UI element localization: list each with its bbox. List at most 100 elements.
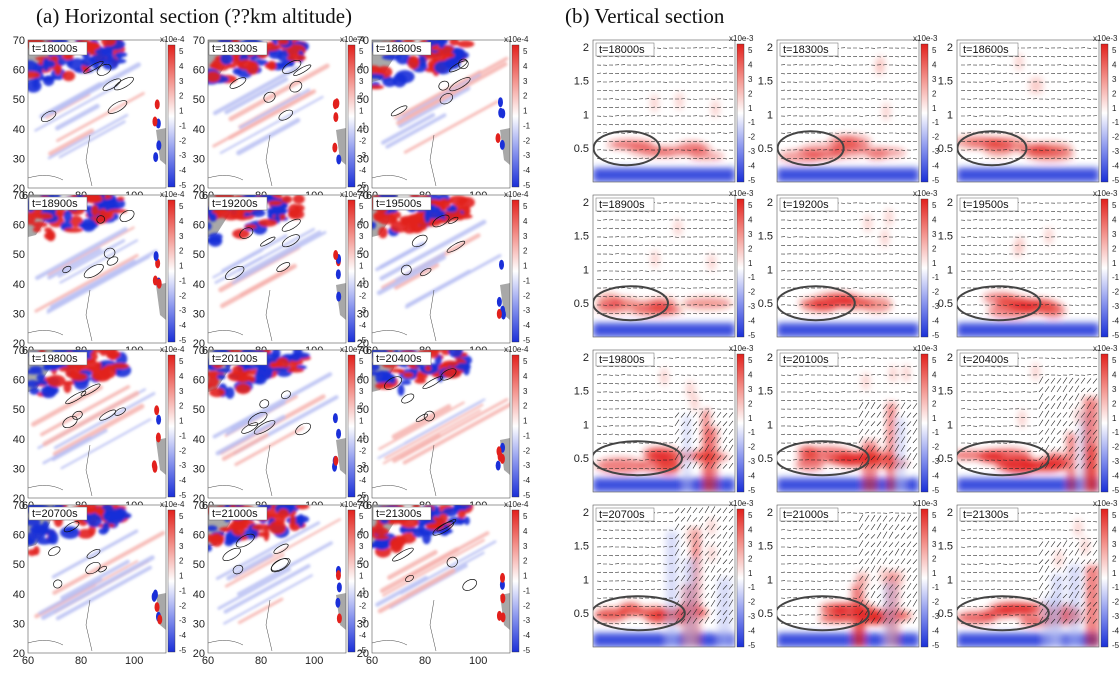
highlight-ellipse: [957, 595, 1050, 632]
colorbar-tick: 4: [932, 370, 937, 379]
colorbar-tick: -4: [1112, 317, 1120, 326]
colorbar-tick: -5: [1112, 176, 1120, 185]
y-tick-label: 40: [357, 124, 369, 136]
x-tick-label: 60: [22, 655, 34, 667]
y-tick-label: 20: [13, 183, 25, 195]
colorbar-tick: 1: [748, 104, 753, 113]
y-tick-label: 60: [13, 65, 25, 77]
colorbar-tick: -5: [748, 486, 756, 495]
horizontal-section-grid: t=18000s 20 30 40 50 60 70 60 80 100 x10e-4 5 4 3 2 1 -1…: [13, 35, 531, 667]
panel-time-label: t=18900s: [32, 198, 78, 210]
colorbar-tick: 3: [932, 230, 937, 239]
colorbar-tick: -5: [523, 646, 531, 655]
colorbar-tick: -4: [1112, 627, 1120, 636]
colorbar-tick: -3: [179, 616, 187, 625]
colorbar-tick: -4: [523, 321, 531, 330]
y-tick-label: 1.5: [574, 231, 589, 243]
right-section-heading: (b) Vertical section: [565, 4, 725, 28]
colorbar-tick: -3: [748, 147, 756, 156]
y-tick-label: 2: [767, 42, 773, 54]
vertical-panel: t=20700s 0.5 1 1.5 2 x10e-3 5 4 3 2 1 -1 -2 -3 -4 -5: [574, 499, 756, 650]
panel-time-label: t=21000s: [212, 508, 258, 520]
colorbar-label: x10e-3: [1093, 189, 1118, 198]
colorbar-a-1: [347, 44, 356, 188]
colorbar-tick: -1: [748, 583, 756, 592]
colorbar-label: x10e-4: [504, 35, 529, 44]
colorbar-tick: -1: [179, 431, 187, 440]
panel-time-label: t=18600s: [963, 44, 1009, 56]
colorbar-tick: 1: [1112, 414, 1117, 423]
y-tick-label: 30: [193, 308, 205, 320]
colorbar-tick: 2: [179, 557, 184, 566]
colorbar-tick: 1: [748, 414, 753, 423]
colorbar-tick: -4: [1112, 162, 1120, 171]
highlight-ellipse: [593, 440, 683, 477]
colorbar-tick: -3: [748, 457, 756, 466]
colorbar-tick: 3: [523, 232, 528, 241]
colorbar-tick: 5: [748, 46, 753, 55]
colorbar-tick: -4: [932, 627, 940, 636]
colorbar-tick: 5: [1112, 201, 1117, 210]
colorbar-tick: -4: [523, 476, 531, 485]
y-tick-label: 20: [193, 183, 205, 195]
colorbar-tick: 5: [359, 47, 364, 56]
colorbar-tick: -2: [932, 443, 940, 452]
horizontal-panel: t=20400s2030405060706080100x10e-454321-1…: [357, 345, 531, 512]
colorbar-tick: -3: [748, 302, 756, 311]
colorbar-tick: -1: [359, 121, 367, 130]
y-tick-label: 20: [193, 648, 205, 660]
colorbar-label: x10e-4: [160, 500, 185, 509]
y-tick-label: 1: [767, 109, 773, 121]
vertical-section-grid: t=18000s0.511.52x10e-354321-1-2-3-4-5t=1…: [574, 34, 1120, 650]
colorbar-tick: 2: [1112, 554, 1117, 563]
y-tick-label: 60: [357, 375, 369, 387]
colorbar-tick: 3: [179, 387, 184, 396]
panel-time-label: t=18900s: [599, 199, 645, 211]
colorbar-tick: -3: [523, 151, 531, 160]
y-tick-label: 60: [193, 220, 205, 232]
y-tick-label: 30: [357, 618, 369, 630]
colorbar-label: x10e-3: [1093, 499, 1118, 508]
colorbar-tick: 1: [523, 107, 528, 116]
colorbar-tick: 4: [523, 372, 528, 381]
y-tick-label: 60: [13, 530, 25, 542]
colorbar-tick: 3: [179, 232, 184, 241]
highlight-ellipse: [957, 130, 1028, 167]
colorbar-tick: -4: [748, 317, 756, 326]
y-tick-label: 20: [13, 493, 25, 505]
colorbar-tick: 5: [748, 201, 753, 210]
colorbar-tick: -3: [523, 461, 531, 470]
colorbar-tick: -3: [359, 461, 367, 470]
y-tick-label: 40: [193, 589, 205, 601]
colorbar-tick: 3: [932, 540, 937, 549]
y-tick-label: 0.5: [574, 143, 589, 155]
panel-time-label: t=19500s: [376, 198, 422, 210]
colorbar-tick: -1: [359, 431, 367, 440]
colorbar-tick: -2: [748, 443, 756, 452]
colorbar-tick: -1: [1112, 118, 1120, 127]
colorbar-tick: 5: [932, 356, 937, 365]
colorbar-tick: -2: [179, 601, 187, 610]
vertical-panel: t=20400s 0.5 1 1.5 2 x10e-3 5 4 3 2 1 -1 -2 -3 -4 -5: [938, 344, 1120, 495]
colorbar-tick: 5: [179, 357, 184, 366]
colorbar-label: x10e-4: [340, 190, 365, 199]
y-tick-label: 1.5: [758, 76, 773, 88]
colorbar-tick: 5: [932, 511, 937, 520]
land-mass: [336, 128, 346, 165]
colorbar-tick: 2: [748, 554, 753, 563]
highlight-ellipse: [777, 440, 870, 477]
colorbar-tick: 3: [359, 232, 364, 241]
colorbar-tick: -4: [523, 631, 531, 640]
y-tick-label: 1: [947, 264, 953, 276]
colorbar-tick: 5: [523, 47, 528, 56]
colorbar-tick: -2: [748, 598, 756, 607]
y-tick-label: 1.5: [938, 386, 953, 398]
x-tick-label: 100: [469, 655, 487, 667]
y-tick-label: 1.5: [574, 386, 589, 398]
y-tick-label: 1: [583, 109, 589, 121]
colorbar-tick: -5: [359, 336, 367, 345]
colorbar-tick: -4: [932, 472, 940, 481]
colorbar-tick: 4: [179, 372, 184, 381]
y-tick-label: 30: [13, 463, 25, 475]
colorbar-tick: -1: [748, 428, 756, 437]
